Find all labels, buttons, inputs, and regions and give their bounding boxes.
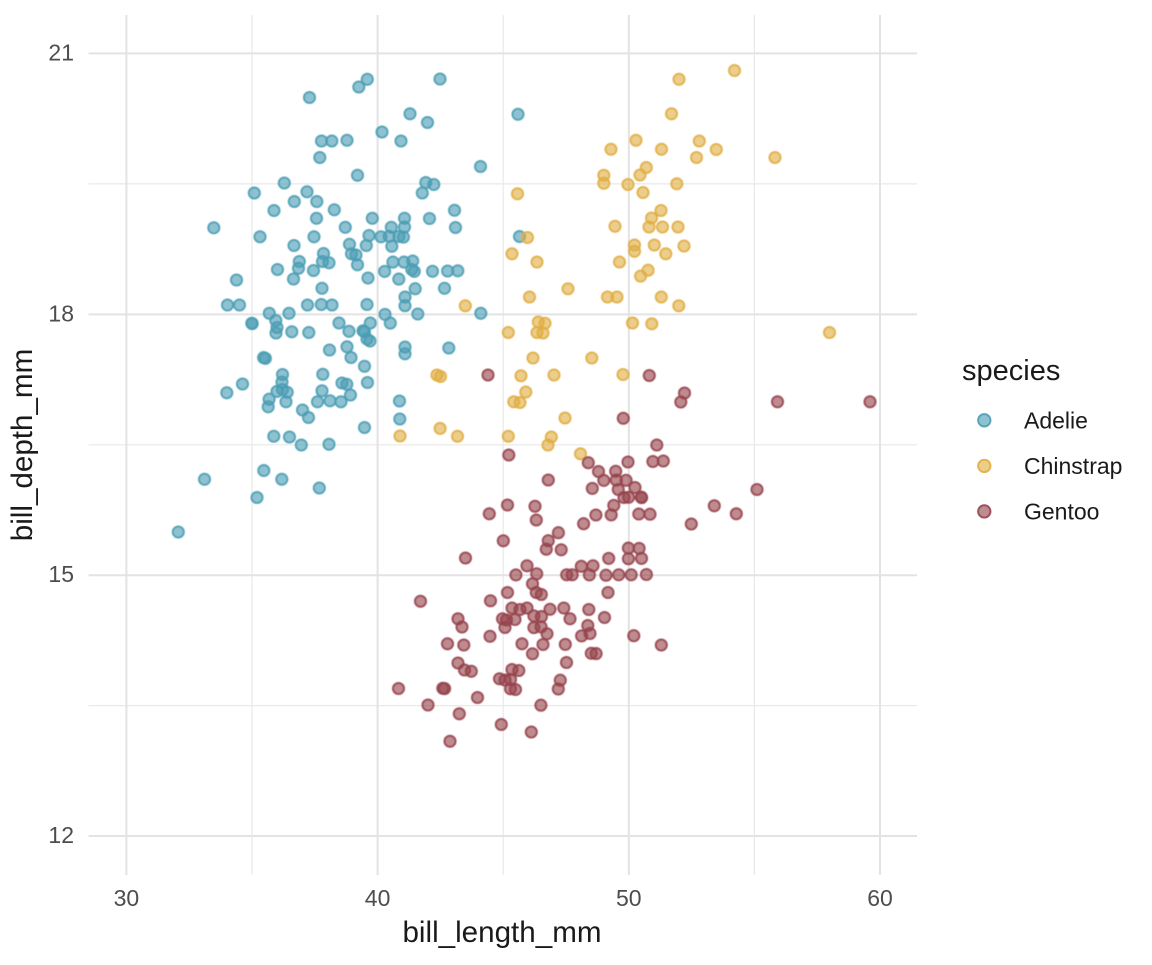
svg-text:18: 18: [48, 300, 74, 326]
svg-text:species: species: [962, 355, 1060, 387]
svg-text:40: 40: [365, 885, 391, 911]
svg-text:bill_depth_mm: bill_depth_mm: [6, 349, 39, 541]
svg-text:60: 60: [867, 885, 893, 911]
svg-text:21: 21: [48, 39, 74, 65]
svg-text:Chinstrap: Chinstrap: [1024, 453, 1122, 479]
svg-text:12: 12: [48, 822, 74, 848]
svg-text:bill_length_mm: bill_length_mm: [402, 916, 601, 949]
svg-text:50: 50: [616, 885, 642, 911]
svg-text:Gentoo: Gentoo: [1024, 498, 1099, 524]
svg-text:15: 15: [48, 561, 74, 587]
svg-text:30: 30: [114, 885, 140, 911]
svg-text:Adelie: Adelie: [1024, 407, 1088, 433]
